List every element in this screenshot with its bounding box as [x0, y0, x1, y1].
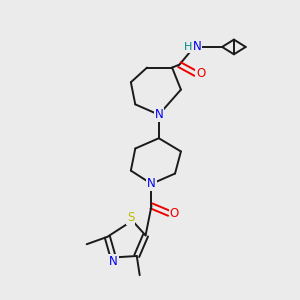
- Text: N: N: [109, 254, 118, 268]
- Text: H: H: [184, 42, 192, 52]
- Text: O: O: [196, 67, 206, 80]
- Text: N: N: [154, 108, 163, 121]
- Text: N: N: [193, 40, 202, 53]
- Text: S: S: [127, 211, 134, 224]
- Text: N: N: [147, 177, 156, 190]
- Text: O: O: [170, 207, 179, 220]
